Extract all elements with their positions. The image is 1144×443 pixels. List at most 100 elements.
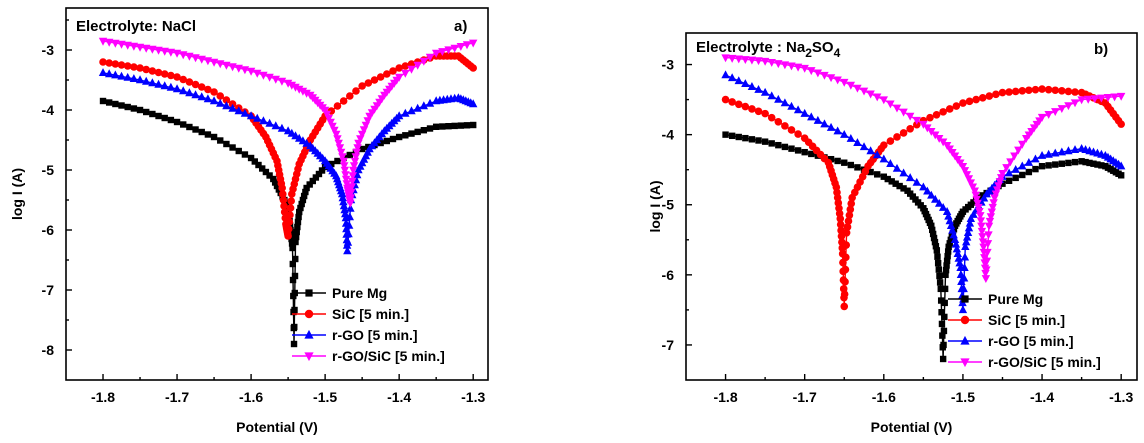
y-tick-label: -4 xyxy=(42,102,55,118)
data-point xyxy=(286,204,295,212)
data-point xyxy=(173,118,181,126)
data-point xyxy=(358,145,366,153)
data-point xyxy=(468,99,478,108)
data-point xyxy=(939,355,947,363)
x-tick-label: -1.7 xyxy=(793,389,817,405)
data-point xyxy=(246,111,256,120)
data-point xyxy=(347,188,356,197)
data-point xyxy=(333,135,342,144)
data-point xyxy=(965,218,975,227)
data-point xyxy=(344,229,353,238)
data-point xyxy=(962,232,972,241)
data-point xyxy=(742,134,749,142)
data-point xyxy=(912,177,921,186)
data-point xyxy=(1116,161,1126,170)
data-point xyxy=(964,175,974,184)
data-point xyxy=(166,82,176,91)
chart-panel-a: -1.8 -1.7 -1.6 -1.5 -1.4 -1.3 -3 -4 -5 -6 -7 -8 Pote… xyxy=(9,7,489,435)
y-tick-label: -5 xyxy=(662,197,675,213)
data-point xyxy=(222,101,231,110)
data-point xyxy=(136,64,144,72)
data-point xyxy=(1058,160,1066,167)
data-point xyxy=(216,60,225,69)
data-point xyxy=(972,195,981,204)
data-point xyxy=(104,69,114,78)
data-point xyxy=(787,101,796,110)
data-point xyxy=(1057,105,1067,114)
data-point xyxy=(813,69,823,78)
data-point xyxy=(394,111,404,120)
data-point xyxy=(905,112,915,121)
data-point xyxy=(342,180,351,189)
data-point xyxy=(938,309,945,316)
data-point xyxy=(142,44,151,53)
data-point xyxy=(1090,95,1100,104)
data-point xyxy=(333,102,342,110)
data-point xyxy=(288,235,295,243)
data-point xyxy=(859,142,869,151)
data-point xyxy=(343,237,353,246)
data-point xyxy=(217,137,224,144)
data-point xyxy=(1117,120,1125,128)
data-point xyxy=(270,175,277,183)
data-point xyxy=(1065,159,1072,167)
data-point xyxy=(326,118,335,127)
data-point xyxy=(370,76,379,84)
data-point xyxy=(420,127,428,134)
data-point xyxy=(941,285,949,293)
data-point xyxy=(340,162,349,171)
data-point xyxy=(1051,148,1060,157)
data-point xyxy=(952,244,962,253)
data-point xyxy=(781,122,789,130)
data-point xyxy=(302,89,311,98)
data-point xyxy=(124,103,131,111)
data-point xyxy=(349,166,358,175)
data-point xyxy=(843,223,852,231)
data-point xyxy=(892,104,902,113)
data-point xyxy=(721,54,730,63)
data-point xyxy=(330,126,339,135)
data-point xyxy=(722,131,729,138)
electrolyte-annotation: Electrolyte: NaCl xyxy=(76,18,196,35)
legend-label: r-GO/SiC [5 min.] xyxy=(988,354,1101,370)
data-point xyxy=(905,173,915,182)
data-point xyxy=(389,67,397,75)
data-point xyxy=(873,150,882,159)
panel-label: a) xyxy=(454,18,467,35)
data-point xyxy=(265,73,274,82)
data-point xyxy=(291,306,298,314)
annotation-sub1: 2 xyxy=(805,46,812,60)
data-point xyxy=(754,84,763,93)
data-point xyxy=(346,151,354,159)
data-point xyxy=(346,199,355,208)
data-point xyxy=(352,148,361,157)
data-point xyxy=(179,75,188,84)
data-point xyxy=(1077,96,1086,105)
data-point xyxy=(1071,88,1079,96)
data-point xyxy=(123,41,132,50)
data-point xyxy=(160,70,169,78)
data-point xyxy=(240,108,250,117)
data-point xyxy=(266,172,273,179)
y-tick-label: -7 xyxy=(662,337,675,353)
data-point xyxy=(942,266,950,274)
data-point xyxy=(343,246,352,255)
data-point xyxy=(846,81,856,90)
data-point xyxy=(216,92,225,100)
data-point xyxy=(859,87,869,96)
data-point xyxy=(965,97,974,106)
data-point xyxy=(960,252,970,261)
data-point xyxy=(800,64,809,73)
data-point xyxy=(1002,164,1011,173)
data-point xyxy=(827,155,835,163)
data-point xyxy=(934,198,944,207)
data-point xyxy=(445,123,452,130)
data-point xyxy=(936,279,944,286)
data-point xyxy=(721,95,730,104)
data-point xyxy=(280,202,288,210)
data-point xyxy=(284,225,293,233)
data-point xyxy=(135,75,145,84)
data-point xyxy=(402,132,409,139)
data-point xyxy=(939,108,947,116)
data-point xyxy=(959,273,969,282)
